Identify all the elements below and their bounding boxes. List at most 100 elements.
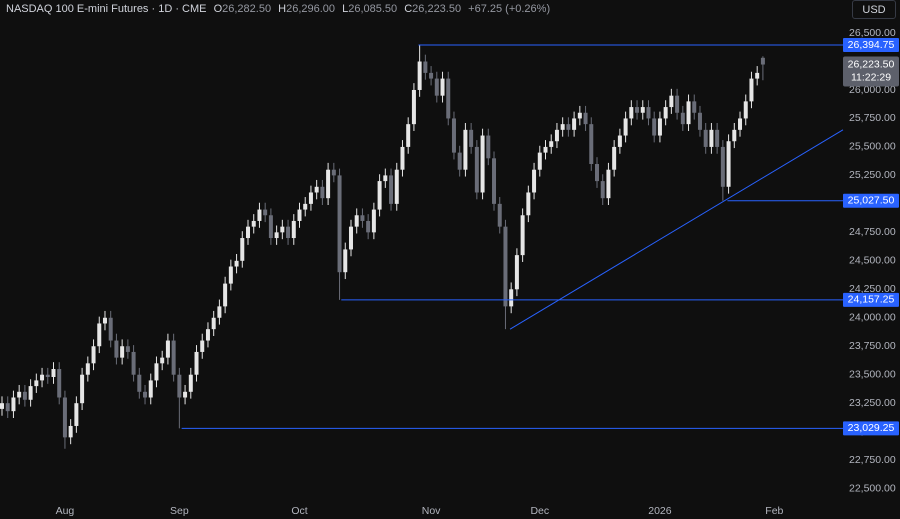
candle-body bbox=[28, 386, 33, 400]
candle-body bbox=[635, 107, 640, 113]
candle-body bbox=[137, 374, 142, 392]
candle-body bbox=[274, 232, 279, 239]
candle-body bbox=[680, 112, 685, 125]
countdown: 11:22:29 bbox=[851, 71, 891, 83]
candle-body bbox=[697, 112, 702, 130]
candle-body bbox=[188, 374, 193, 392]
candle-body bbox=[749, 78, 754, 102]
candle-body bbox=[617, 135, 622, 147]
candle-body bbox=[371, 209, 376, 233]
candle-body bbox=[520, 215, 525, 256]
candle-body bbox=[646, 107, 651, 119]
y-tick-label: 22,750.00 bbox=[849, 454, 896, 466]
y-tick-label: 26,500.00 bbox=[849, 27, 896, 39]
candle-body bbox=[486, 135, 491, 159]
y-tick-label: 23,750.00 bbox=[849, 340, 896, 352]
candle-body bbox=[348, 226, 353, 250]
candle-body bbox=[743, 101, 748, 119]
last-price-label: 26,223.50 bbox=[848, 58, 895, 70]
candle-body bbox=[165, 340, 170, 358]
candle-body bbox=[509, 289, 514, 307]
candle-body bbox=[154, 363, 159, 381]
candle-body bbox=[446, 78, 451, 119]
ohlc-key: C bbox=[404, 3, 413, 15]
candle-body bbox=[51, 369, 56, 377]
candle-body bbox=[80, 374, 85, 404]
y-tick-label: 24,750.00 bbox=[849, 226, 896, 238]
level-label-box bbox=[843, 421, 899, 436]
candle-body bbox=[692, 101, 697, 113]
level-label: 24,157.25 bbox=[848, 294, 895, 306]
candle-body bbox=[177, 374, 182, 398]
candle-body bbox=[469, 129, 474, 147]
candle-body bbox=[583, 112, 588, 125]
trendline bbox=[509, 129, 844, 330]
x-tick-label: Dec bbox=[530, 505, 549, 517]
candle-body bbox=[549, 141, 554, 147]
candle-body bbox=[629, 107, 634, 119]
candle-body bbox=[183, 391, 188, 398]
candle-body bbox=[423, 61, 428, 73]
candle-body bbox=[326, 169, 331, 199]
candle-body bbox=[440, 78, 445, 96]
candle-body bbox=[268, 215, 273, 239]
candle-body bbox=[377, 181, 382, 210]
level-label-box bbox=[843, 292, 899, 307]
y-tick-label: 23,250.00 bbox=[849, 397, 896, 409]
candle-body bbox=[200, 340, 205, 352]
header: NASDAQ 100 E-mini Futures · 1D · CME O26… bbox=[6, 3, 554, 15]
y-tick-label: 25,500.00 bbox=[849, 141, 896, 153]
candle-body bbox=[400, 146, 405, 170]
candle-body bbox=[120, 346, 125, 358]
candle-body bbox=[480, 135, 485, 193]
candle-body bbox=[720, 146, 725, 187]
candle-body bbox=[280, 226, 285, 233]
level-label-box bbox=[843, 193, 899, 208]
candle-body bbox=[457, 152, 462, 170]
ohlc-value: 26,282.50 bbox=[222, 3, 272, 15]
ohlc-key: O bbox=[213, 3, 223, 15]
x-tick-label: 2026 bbox=[648, 505, 672, 517]
y-tick-label: 24,250.00 bbox=[849, 283, 896, 295]
y-tick-label: 26,000.00 bbox=[849, 84, 896, 96]
candle-body bbox=[577, 112, 582, 119]
candle-body bbox=[572, 118, 577, 130]
candle-body bbox=[726, 141, 731, 187]
x-tick-label: Aug bbox=[56, 505, 75, 517]
candle-body bbox=[194, 351, 199, 375]
candle-body bbox=[0, 403, 5, 409]
candle-body bbox=[669, 95, 674, 108]
candle-body bbox=[246, 226, 251, 239]
candle-body bbox=[74, 403, 79, 426]
candle-body bbox=[11, 397, 16, 412]
candle-body bbox=[211, 317, 216, 330]
x-tick-label: Sep bbox=[170, 505, 189, 517]
candle-body bbox=[314, 186, 319, 193]
candle-body bbox=[554, 129, 559, 142]
level-label: 26,394.75 bbox=[848, 39, 895, 51]
candle-body bbox=[560, 124, 565, 130]
candle-body bbox=[57, 369, 62, 398]
candle-body bbox=[160, 357, 165, 364]
candle-body bbox=[303, 203, 308, 210]
candle-body bbox=[251, 220, 256, 227]
candle-body bbox=[354, 215, 359, 227]
y-tick-label: 24,000.00 bbox=[849, 312, 896, 324]
candle-body bbox=[600, 181, 605, 199]
candle-body bbox=[205, 329, 210, 341]
candle-body bbox=[434, 78, 439, 96]
currency-button[interactable]: USD bbox=[852, 0, 896, 19]
candle-body bbox=[738, 118, 743, 130]
candle-body bbox=[17, 391, 22, 398]
candle-body bbox=[297, 209, 302, 221]
candle-body bbox=[91, 346, 96, 364]
candle-body bbox=[760, 57, 765, 65]
candle-body bbox=[543, 146, 548, 153]
candle-body bbox=[114, 340, 119, 358]
candle-body bbox=[703, 129, 708, 147]
candle-body bbox=[5, 403, 10, 412]
candle-body bbox=[360, 215, 365, 221]
candle-body bbox=[606, 169, 611, 199]
candle-body bbox=[234, 260, 239, 267]
